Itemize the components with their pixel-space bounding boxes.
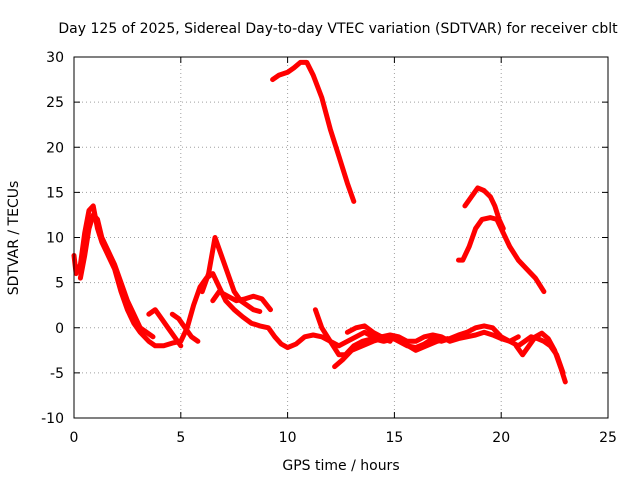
axis-ticks: 0 5 10 15 20 25 -10 -5 0 5 10 15 20 25 30 — [41, 50, 617, 446]
y-tick-label: 20 — [46, 140, 64, 156]
x-tick-label: 10 — [279, 430, 297, 446]
series-line-4 — [169, 311, 201, 344]
chart-title: Day 125 of 2025, Sidereal Day-to-day VTE… — [58, 21, 618, 37]
x-axis-label: GPS time / hours — [282, 458, 399, 474]
series-line-2 — [77, 212, 156, 340]
y-tick-label: 0 — [55, 321, 64, 337]
series-line-6 — [210, 289, 273, 313]
y-tick-label: 10 — [46, 231, 64, 247]
y-tick-label: -5 — [50, 366, 64, 382]
series-layer — [71, 59, 568, 385]
series-line-5 — [199, 235, 263, 314]
series-line-1 — [71, 203, 566, 376]
x-tick-label: 5 — [176, 430, 185, 446]
series-line-3 — [146, 307, 184, 349]
y-tick-label: 5 — [55, 276, 64, 292]
x-tick-label: 25 — [599, 430, 617, 446]
y-tick-label: 30 — [46, 50, 64, 66]
y-tick-label: -10 — [41, 411, 64, 427]
y-axis-label: SDTVAR / TECUs — [6, 181, 22, 296]
series-line-13 — [513, 330, 568, 385]
x-tick-label: 0 — [70, 430, 79, 446]
y-tick-label: 15 — [46, 185, 64, 201]
series-line-12 — [462, 185, 506, 231]
series-line-8 — [312, 307, 451, 358]
series-line-7 — [270, 59, 357, 204]
x-tick-label: 20 — [492, 430, 510, 446]
x-tick-label: 15 — [385, 430, 403, 446]
series-line-10 — [344, 323, 521, 344]
grid — [74, 57, 608, 418]
y-tick-label: 25 — [46, 95, 64, 111]
